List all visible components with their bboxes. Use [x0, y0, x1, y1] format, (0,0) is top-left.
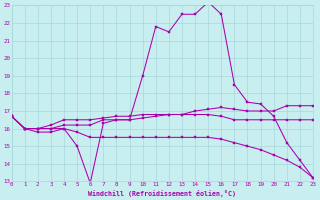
X-axis label: Windchill (Refroidissement éolien,°C): Windchill (Refroidissement éolien,°C)	[88, 190, 236, 197]
